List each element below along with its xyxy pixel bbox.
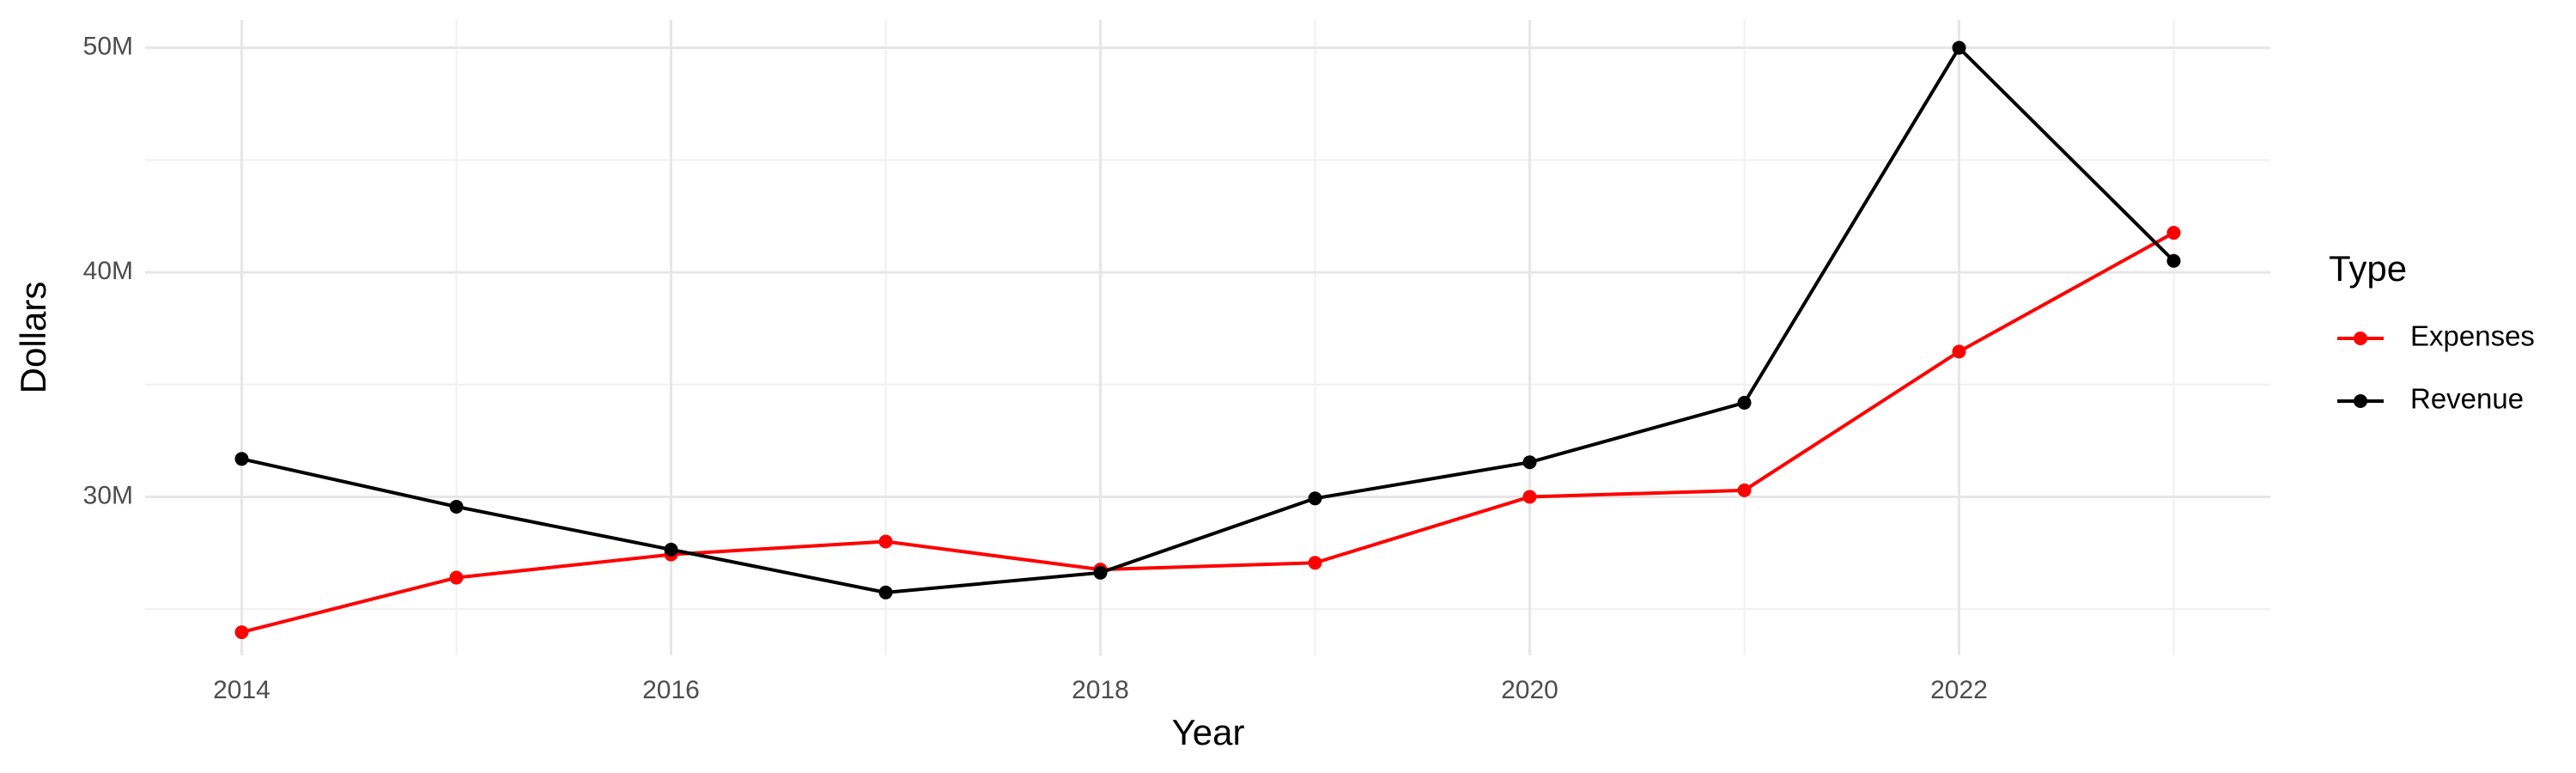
data-point: [1737, 395, 1752, 410]
y-tick-label: 30M: [83, 481, 133, 509]
data-point: [1522, 455, 1537, 470]
data-point: [664, 542, 678, 557]
legend-title: Type: [2329, 248, 2407, 289]
x-tick-label: 2014: [213, 676, 270, 704]
data-point: [1522, 490, 1537, 504]
data-point: [1737, 483, 1752, 497]
data-point: [1093, 565, 1108, 580]
data-point: [1952, 344, 1966, 359]
data-point: [1952, 40, 1966, 55]
data-point: [1308, 556, 1322, 570]
data-point: [449, 570, 464, 585]
legend-label: Expenses: [2410, 320, 2535, 352]
data-point: [2166, 253, 2181, 268]
y-axis-title: Dollars: [13, 282, 53, 394]
data-point: [878, 534, 893, 549]
series-line: [241, 45, 2175, 594]
x-tick-label: 2022: [1930, 676, 1988, 704]
legend-label: Revenue: [2410, 383, 2524, 415]
series-line: [241, 231, 2175, 635]
x-tick-label: 2020: [1501, 676, 1558, 704]
y-tick-label: 40M: [83, 257, 133, 285]
x-tick-label: 2016: [642, 676, 700, 704]
y-tick-label: 50M: [83, 33, 133, 61]
data-point: [234, 625, 249, 640]
data-point: [449, 499, 464, 514]
data-point: [2166, 226, 2181, 240]
data-point: [878, 585, 893, 600]
data-point: [1308, 491, 1322, 506]
data-point: [234, 452, 249, 466]
legend-marker: [2354, 394, 2367, 408]
x-tick-label: 2018: [1072, 676, 1129, 704]
x-axis-title: Year: [1172, 712, 1245, 752]
legend-marker: [2354, 332, 2367, 345]
